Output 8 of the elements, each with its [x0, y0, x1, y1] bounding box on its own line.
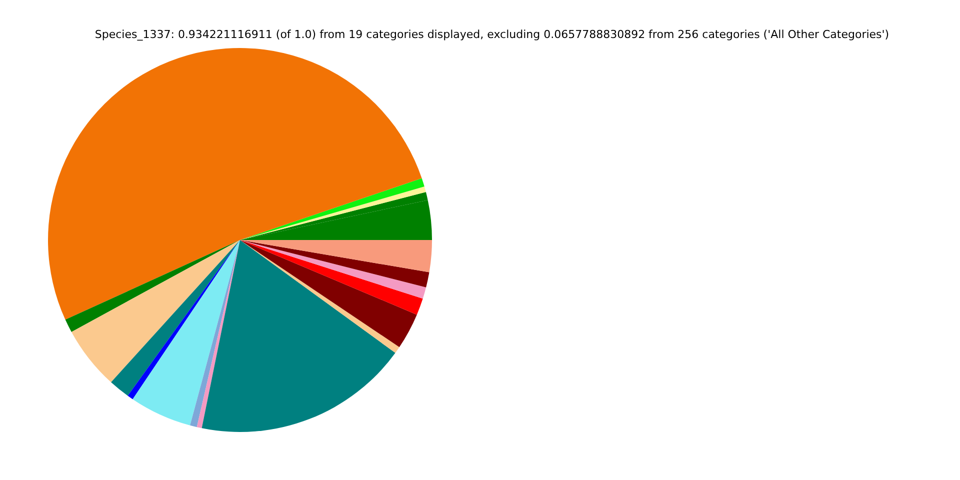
pie-slice: [65, 240, 240, 332]
pie-slice: [48, 48, 422, 320]
pie-slice: [132, 240, 240, 426]
pie-slice: [240, 240, 432, 272]
text: Species_1337: 0.934221116911 (of 1.0) from 19 categories displayed, excluding 0.0657788830892 from 256 categories ('All Other Categories'): [94, 28, 890, 41]
pie-slice: [71, 240, 240, 382]
pie-slice: [240, 240, 423, 315]
pie-slice: [240, 240, 426, 299]
